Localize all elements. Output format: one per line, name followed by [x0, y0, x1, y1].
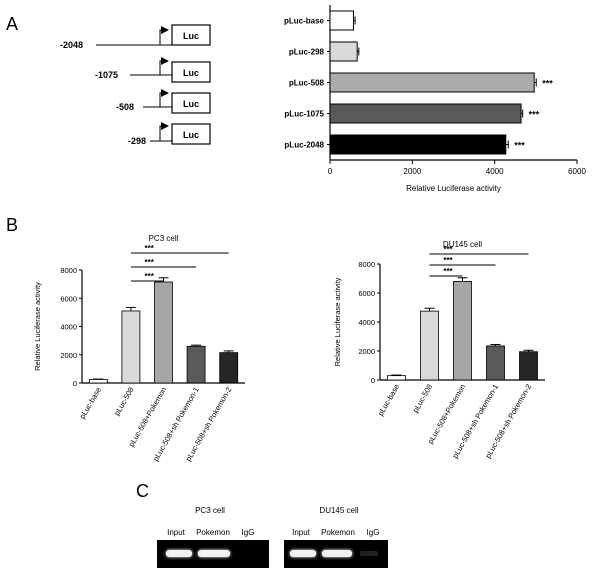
category-label: pLuc-298 [289, 48, 325, 57]
bar [420, 310, 439, 381]
y-tick-label: 2000 [60, 351, 77, 360]
construct-position-label: -2048 [60, 40, 83, 50]
significance-label: *** [529, 110, 540, 120]
gel-band [166, 550, 192, 557]
construct-1075: -1075 Luc [95, 57, 211, 83]
lane-label-igg: IgG [241, 528, 255, 537]
construct-position-label: -508 [116, 102, 134, 112]
significance-label: *** [443, 256, 453, 265]
construct-2048: -2048 Luc [60, 24, 211, 50]
bar [486, 345, 505, 381]
x-tick-label: 0 [328, 167, 333, 176]
significance-label: *** [145, 244, 155, 253]
x-tick-label: 2000 [403, 167, 421, 176]
category-label: pLuc-508 [289, 79, 325, 88]
significance-label: *** [145, 272, 155, 281]
luc-gene-label: Luc [183, 31, 199, 41]
bar [88, 379, 108, 384]
construct-298: -298 Luc [128, 122, 211, 146]
y-tick-label: 4000 [358, 318, 375, 327]
bar [121, 310, 141, 384]
lane-label-pokemon: Pokemon [321, 528, 355, 537]
bar [329, 72, 535, 93]
y-tick-label: 0 [73, 379, 77, 388]
luciferase-horizontal-bar-chart: pLuc-base pLuc-298 pLuc-508 *** pLuc-1075 ***… [284, 5, 586, 193]
category-label: pLuc-base [284, 17, 325, 26]
significance-label: *** [542, 79, 553, 89]
gel-title: DU145 cell [319, 506, 359, 515]
lane-label-input: Input [292, 528, 310, 537]
y-axis-label: Relative Luciferase activity [33, 282, 42, 371]
panel-label-b: B [6, 215, 19, 235]
bar [453, 281, 472, 381]
y-tick-label: 6000 [358, 289, 375, 298]
bar [329, 103, 522, 124]
y-tick-label: 4000 [60, 323, 77, 332]
construct-position-label: -298 [128, 136, 146, 146]
lane-label-input: Input [167, 528, 185, 537]
x-tick-label: 4000 [486, 167, 504, 176]
bar [219, 352, 239, 384]
gel-image [284, 540, 388, 568]
panel-label-c: C [136, 481, 149, 501]
lane-label-pokemon: Pokemon [196, 528, 230, 537]
luc-gene-label: Luc [183, 99, 199, 109]
gel-band [290, 550, 316, 557]
x-tick-label: 6000 [568, 167, 586, 176]
category-label: pLuc-base [376, 383, 401, 418]
gel-band [198, 550, 230, 557]
chart-title: DU145 cell [443, 240, 482, 249]
bar [154, 281, 173, 384]
construct-position-label: -1075 [95, 70, 118, 80]
bar [329, 41, 358, 62]
category-label: pLuc-base [78, 386, 103, 421]
luc-gene-label: Luc [183, 130, 199, 140]
bar [519, 351, 538, 381]
lane-label-igg: IgG [366, 528, 380, 537]
gel-band [322, 550, 352, 557]
luc-gene-label: Luc [183, 68, 199, 78]
bar [387, 375, 406, 381]
y-tick-label: 0 [371, 376, 375, 385]
category-label: pLuc-2048 [284, 141, 324, 150]
panel-label-a: A [6, 14, 19, 34]
du145-luciferase-bar-chart: DU145 cell 0 2000 4000 6000 8000 Relative Luci… [333, 240, 545, 460]
category-label: pLuc-508 [112, 386, 135, 418]
x-axis-label: Relative Luciferase activity [406, 184, 501, 193]
gel-title: PC3 cell [195, 506, 225, 515]
y-tick-label: 8000 [60, 266, 77, 275]
chart-title: PC3 cell [149, 234, 179, 243]
y-tick-label: 8000 [358, 260, 375, 269]
significance-label: *** [443, 245, 453, 254]
bar [329, 10, 354, 31]
bar [329, 134, 507, 155]
y-tick-label: 6000 [60, 294, 77, 303]
significance-label: *** [514, 141, 525, 151]
significance-label: *** [443, 267, 453, 276]
bar [186, 345, 206, 384]
category-label: pLuc-508 [411, 383, 434, 415]
gel-image [157, 540, 269, 568]
category-label: pLuc-1075 [284, 110, 324, 119]
pc3-luciferase-bar-chart: PC3 cell 0 2000 4000 6000 8000 Relative Lucife… [33, 234, 245, 463]
gel-band [360, 551, 378, 556]
y-tick-label: 2000 [358, 347, 375, 356]
construct-508: -508 Luc [116, 89, 211, 114]
y-axis-label: Relative Luciferase activity [333, 277, 342, 366]
promoter-constructs-diagram: -2048 Luc -1075 Luc -508 Luc -298 Luc [60, 24, 211, 146]
significance-label: *** [145, 258, 155, 267]
